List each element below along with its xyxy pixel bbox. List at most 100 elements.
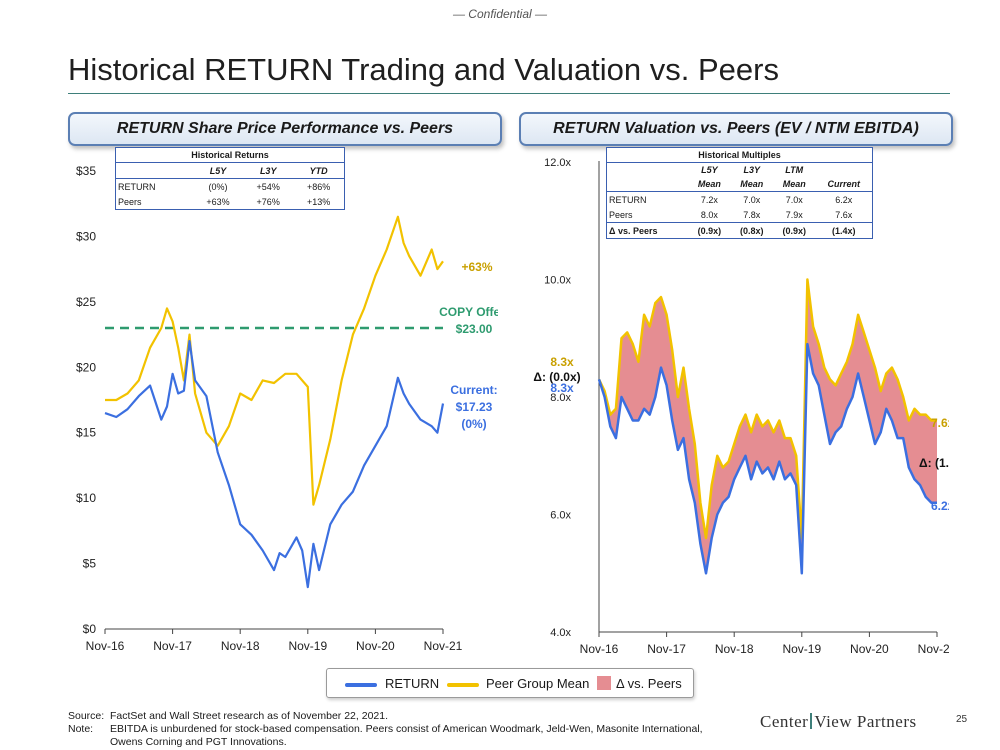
table-cell: +54% — [256, 181, 280, 192]
table-row: Peers +63% +76% +13% — [116, 194, 345, 210]
logo-divider — [810, 713, 813, 729]
y-tick-label: $5 — [83, 557, 97, 571]
table-cell: (0.9x) — [688, 222, 731, 239]
legend-delta-label: Δ vs. Peers — [616, 676, 682, 691]
table-cell: +86% — [307, 181, 331, 192]
x-tick-label: Nov-17 — [153, 639, 192, 653]
left-panel-header: RETURN Share Price Performance vs. Peers — [68, 112, 502, 146]
y-tick-label: $10 — [76, 491, 96, 505]
y-tick-label: $25 — [76, 295, 96, 309]
y-tick-label: 12.0x — [544, 157, 571, 169]
table-header-ytd: YTD — [293, 162, 345, 179]
x-tick-label: Nov-18 — [715, 642, 754, 656]
table-cell: (0.9x) — [773, 222, 816, 239]
delta-area — [599, 279, 937, 574]
table-header-l5y: L5Y — [701, 165, 718, 175]
page-title: Historical RETURN Trading and Valuation … — [68, 52, 779, 87]
return-start-label: 8.3x — [550, 381, 574, 395]
peer-start-label: 8.3x — [550, 355, 574, 369]
table-cell: 7.0x — [743, 194, 761, 205]
y-tick-label: 10.0x — [544, 275, 571, 287]
table-cell: (0.8x) — [730, 222, 774, 239]
table-header-blank — [607, 163, 689, 178]
table-cell: 7.8x — [743, 209, 761, 220]
company-logo: Center View Partners — [760, 712, 917, 732]
return-end-label: 6.2x — [931, 499, 949, 513]
note-label: Note: — [68, 723, 94, 735]
x-tick-label: Nov-19 — [288, 639, 327, 653]
logo-word: Center — [760, 712, 809, 731]
table-cell: 7.0x — [785, 194, 803, 205]
current-label: Current: — [450, 383, 497, 397]
x-tick-label: Nov-17 — [647, 642, 686, 656]
historical-returns-table: Historical Returns L5Y L3Y YTD RETURN (0… — [115, 147, 345, 210]
y-tick-label: 8.0x — [550, 392, 571, 404]
x-tick-label: Nov-20 — [850, 642, 889, 656]
peer-end-label: 7.6x — [931, 416, 949, 430]
table-cell: +13% — [307, 196, 331, 207]
peer-series-line — [105, 215, 444, 506]
note-continued: Owens Corning and PGT Innovations. — [110, 736, 287, 748]
x-axis-ticks: Nov-16 Nov-17 Nov-18 Nov-19 Nov-20 Nov-21 — [580, 632, 949, 656]
confidential-label: — Confidential — — [452, 7, 548, 21]
note-text: EBITDA is unburdened for stock-based com… — [110, 723, 703, 735]
table-cell: (0%) — [208, 181, 228, 192]
table-row: Peers 8.0x 7.8x 7.9x 7.6x — [607, 207, 873, 223]
x-tick-label: Nov-16 — [86, 639, 125, 653]
logo-word: Partners — [856, 712, 917, 731]
y-tick-label: $35 — [76, 164, 96, 178]
table-title: Historical Returns — [115, 147, 345, 163]
row-label: Peers — [118, 196, 142, 207]
source-label: Source: — [68, 710, 105, 722]
table-row: RETURN 7.2x 7.0x 7.0x 6.2x — [607, 192, 873, 208]
table-row: Δ vs. Peers (0.9x) (0.8x) (0.9x) (1.4x) — [606, 222, 873, 239]
share-price-chart: $0$5$10$15$20$25$30$35 Nov-16 Nov-17 Nov-1… — [76, 164, 498, 653]
x-tick-label: Nov-21 — [918, 642, 949, 656]
x-tick-label: Nov-18 — [221, 639, 260, 653]
historical-multiples-table: Historical Multiples L5Y L3Y LTM Mean Me… — [606, 147, 873, 239]
title-divider — [68, 93, 950, 94]
note: Note: EBITDA is unburdened for stock-base… — [68, 723, 703, 736]
page-number: 25 — [956, 714, 968, 725]
table-subheader-mean: Mean — [688, 177, 731, 192]
offer-label: COPY Offer: — [439, 305, 498, 319]
legend-return-swatch — [345, 683, 377, 687]
table-subheader-blank — [606, 177, 689, 192]
table-header-blank — [815, 163, 872, 178]
y-tick-label: $0 — [83, 622, 97, 636]
table-subheader-mean: Mean — [730, 177, 774, 192]
return-series-line — [104, 340, 445, 589]
y-tick-label: $20 — [76, 360, 96, 374]
legend-peer-swatch — [447, 683, 479, 687]
current-change: (0%) — [461, 417, 486, 431]
source-text: FactSet and Wall Street research as of N… — [110, 710, 388, 722]
table-header-l3y: L3Y — [243, 162, 294, 179]
legend-peer-label: Peer Group Mean — [486, 676, 590, 691]
legend-delta-swatch — [597, 676, 611, 690]
peer-return-annotation: +63% — [461, 260, 492, 274]
source-note: Source: FactSet and Wall Street research … — [68, 710, 703, 723]
y-tick-label: $15 — [76, 426, 96, 440]
row-label: Δ vs. Peers — [606, 222, 689, 239]
x-axis-ticks: Nov-16 Nov-17 Nov-18 Nov-19 Nov-20 Nov-21 — [86, 629, 463, 653]
table-header-blank — [115, 162, 193, 179]
table-cell: (1.4x) — [815, 222, 873, 239]
table-title: Historical Multiples — [606, 147, 873, 163]
table-cell: 7.9x — [785, 209, 803, 220]
x-tick-label: Nov-21 — [424, 639, 463, 653]
x-tick-label: Nov-16 — [580, 642, 619, 656]
y-tick-label: 4.0x — [550, 627, 571, 639]
table-cell: +63% — [206, 196, 230, 207]
row-label: RETURN — [118, 181, 156, 192]
delta-start-label: Δ: (0.0x) — [533, 370, 580, 384]
peer-multiple-line — [597, 278, 937, 540]
row-label: Peers — [609, 209, 633, 220]
table-row: RETURN (0%) +54% +86% — [116, 179, 345, 195]
x-tick-label: Nov-20 — [356, 639, 395, 653]
delta-end-label: Δ: (1.4x) — [919, 456, 949, 470]
row-label: RETURN — [609, 194, 647, 205]
table-header-l5y: L5Y — [192, 162, 244, 179]
table-header-l3y: L3Y — [743, 165, 761, 175]
logo-word: View — [814, 712, 853, 731]
